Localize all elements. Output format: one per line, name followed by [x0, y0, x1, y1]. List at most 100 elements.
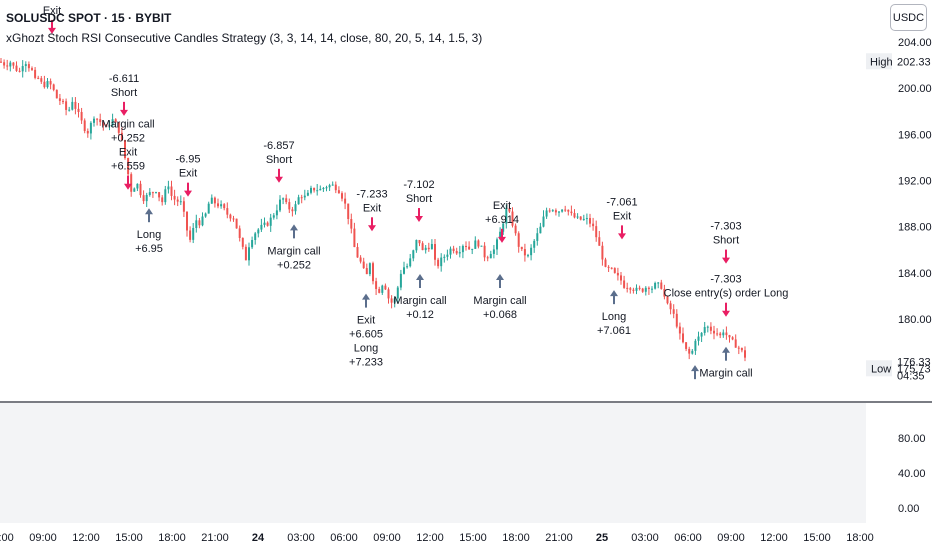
short-signal-label: -7.102 — [403, 179, 434, 191]
time-tick-label: 18:00 — [846, 532, 874, 544]
candle-body — [24, 64, 27, 67]
long-signal: Margin call +0.12 — [393, 273, 447, 321]
candle-body — [46, 81, 49, 88]
long-signal-label: Margin call — [393, 295, 446, 307]
candle-body — [567, 209, 570, 212]
short-signal-label: Short — [406, 193, 432, 205]
time-tick-label: 06:00 — [674, 532, 702, 544]
candle-body — [465, 245, 467, 247]
osc-tick-label: 80.00 — [898, 433, 926, 445]
candle-body — [105, 125, 108, 127]
candle-body — [99, 119, 102, 123]
candle-body — [651, 288, 653, 290]
short-signal: -6.611 Short — [109, 73, 139, 116]
time-tick-label: 21:00 — [545, 532, 573, 544]
price-tick-label: 180.00 — [898, 314, 932, 326]
candle-body — [313, 187, 316, 191]
candle-body — [632, 289, 635, 291]
candle-body — [449, 248, 452, 255]
symbol-title[interactable]: SOLUSDC SPOT · 15 · BYBIT — [6, 11, 172, 25]
short-arrow-head — [618, 233, 626, 240]
candle-body — [585, 218, 588, 220]
candle-body — [486, 257, 489, 259]
candle-body — [740, 348, 743, 351]
price-axis: 204.00 200.00 196.00 192.00 188.00 184.00 180.… — [866, 37, 932, 382]
time-tick-label: 12:00 — [416, 532, 444, 544]
candle-body — [142, 195, 145, 202]
candle-body — [582, 218, 585, 220]
long-arrow-head — [362, 293, 370, 300]
time-tick-label: 06:00 — [0, 532, 14, 544]
short-signal-label: Exit — [119, 147, 137, 159]
candle-body — [322, 187, 325, 189]
candle-body — [725, 332, 728, 336]
candle-body — [254, 233, 257, 241]
candle-body — [542, 216, 545, 227]
candle-body — [49, 81, 52, 85]
short-signal-label: -6.523 — [36, 0, 67, 3]
candle-body — [387, 289, 390, 299]
candle-body — [229, 214, 232, 219]
candle-body — [620, 275, 622, 281]
candle-body — [288, 202, 291, 210]
candle-body — [694, 340, 697, 351]
price-pane[interactable] — [0, 58, 746, 362]
candle-body — [579, 216, 582, 220]
high-tag-label: High — [870, 56, 893, 68]
long-signal-label: Margin call — [473, 295, 526, 307]
time-tick-label: 09:00 — [29, 532, 57, 544]
candle-body — [130, 174, 133, 192]
candle-body — [89, 122, 92, 134]
oscillator-pane[interactable] — [0, 403, 866, 523]
candle-body — [375, 281, 378, 290]
candle-body — [666, 296, 669, 304]
candle-body — [520, 246, 523, 250]
candle-body — [285, 198, 288, 203]
candle-body — [744, 350, 746, 358]
time-tick-label: 06:00 — [330, 532, 358, 544]
candle-body — [319, 188, 322, 191]
candle-body — [564, 209, 567, 211]
candle-body — [235, 218, 238, 229]
currency-button[interactable]: USDC — [890, 4, 927, 31]
candle-body — [133, 188, 136, 192]
long-signal-label: Long — [602, 311, 626, 323]
candle-body — [356, 247, 359, 258]
candle-body — [303, 195, 306, 198]
candle-body — [616, 272, 619, 276]
candle-body — [139, 183, 142, 196]
candle-body — [58, 98, 61, 101]
candle-body — [604, 259, 607, 267]
candle-body — [378, 289, 381, 293]
candle-body — [713, 330, 715, 334]
candle-body — [523, 249, 526, 256]
candle-body — [294, 204, 297, 212]
long-arrow-head — [610, 290, 618, 297]
candle-body — [68, 109, 71, 111]
candle-body — [18, 70, 21, 72]
candle-body — [601, 245, 604, 260]
short-signal: Exit +6.914 — [485, 200, 519, 243]
candle-body — [31, 68, 33, 70]
low-tag-value: 175.73 — [897, 363, 931, 375]
candle-body — [244, 246, 247, 261]
candle-body — [709, 326, 712, 331]
candle-body — [629, 288, 632, 290]
strategy-legend[interactable]: xGhozt Stoch RSI Consecutive Candles Str… — [6, 31, 483, 45]
short-arrow-head — [124, 183, 132, 190]
candle-body — [731, 337, 734, 340]
candle-body — [117, 122, 120, 133]
candle-body — [589, 218, 591, 224]
candle-body — [446, 254, 449, 257]
candle-body — [381, 285, 384, 293]
short-signal: -6.857 Short — [263, 140, 295, 183]
candle-body — [179, 201, 182, 203]
candle-body — [558, 211, 560, 213]
short-arrow-head — [368, 225, 376, 232]
long-signal-label: Exit — [357, 315, 375, 327]
candle-body — [548, 210, 551, 212]
short-signal: -7.233 Exit — [356, 188, 388, 232]
candle-body — [223, 204, 226, 209]
candle-body — [728, 335, 731, 338]
